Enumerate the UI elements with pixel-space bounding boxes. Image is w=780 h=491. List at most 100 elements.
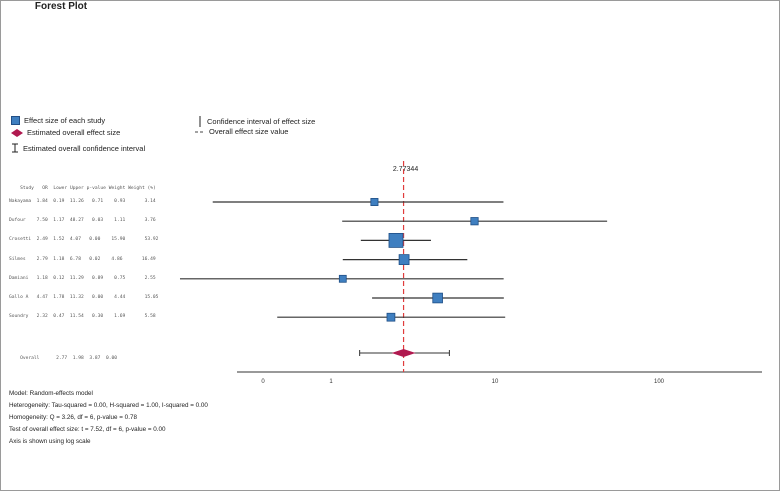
study-name: Silmes xyxy=(9,256,37,262)
x-tick-label: 0 xyxy=(261,379,265,385)
study-or: 2.32 xyxy=(36,314,51,320)
study-upper: 6.78 xyxy=(67,256,84,262)
study-weight-pct: 3.76 xyxy=(128,218,159,224)
study-lower: 1.17 xyxy=(50,218,68,224)
overall-effect-diamond xyxy=(391,349,416,357)
study-row: Damiani 1.18 0.12 11.29 0.89 0.75 2.55 xyxy=(9,276,158,281)
footnote-overall-test: Test of overall effect size: t = 7.52, d… xyxy=(9,426,166,433)
study-weight: 0.75 xyxy=(105,275,129,281)
study-name: Crosetti xyxy=(9,237,37,243)
study-upper: 11.29 xyxy=(67,275,87,281)
overall-row: Overall 2.77 1.98 3.87 0.00 xyxy=(9,351,117,366)
study-lower: 1.78 xyxy=(50,295,68,300)
col-pvalue: p-value xyxy=(86,186,106,191)
study-or: 1.84 xyxy=(36,199,51,204)
study-pvalue: 0.71 xyxy=(86,199,106,204)
table-header: Study OR Lower Upper p-value Weight Weig… xyxy=(9,181,156,196)
footnote-model: Model: Random-effects model xyxy=(9,390,93,397)
dashed-line-icon xyxy=(195,131,205,132)
study-or: 4.47 xyxy=(36,295,51,300)
study-name: Dufour xyxy=(9,218,37,224)
study-effect-square xyxy=(398,254,410,265)
study-row: Dufour 7.50 1.17 48.27 0.03 1.11 3.76 xyxy=(9,218,158,223)
col-weight-pct: Weight (%) xyxy=(128,186,156,191)
overall-or: 2.77 xyxy=(56,356,68,361)
study-upper: 11.26 xyxy=(67,199,87,204)
study-lower: 0.19 xyxy=(50,199,68,204)
study-or: 1.18 xyxy=(36,275,51,281)
study-weight: 0.93 xyxy=(105,199,129,204)
study-effect-square xyxy=(370,198,379,206)
study-upper: 11.32 xyxy=(67,295,87,300)
study-or: 7.50 xyxy=(36,218,51,224)
study-effect-square xyxy=(470,217,479,226)
legend-ci: Confidence interval of effect size xyxy=(197,116,315,127)
study-row: Crosetti 2.49 1.52 4.07 0.00 15.90 53.92 xyxy=(9,237,161,242)
study-lower: 0.47 xyxy=(50,314,68,320)
legend-overall-ci-label: Estimated overall confidence interval xyxy=(23,143,146,153)
legend-study-effect: Effect size of each study xyxy=(11,116,105,125)
overall-upper: 3.87 xyxy=(89,356,101,361)
legend-ci-label: Confidence interval of effect size xyxy=(207,117,316,126)
overall-pvalue: 0.00 xyxy=(105,356,118,361)
study-row: Nakayama 1.84 0.19 11.26 0.71 0.93 3.14 xyxy=(9,199,158,204)
study-or: 2.49 xyxy=(36,237,51,243)
footnote-log-scale: Axis is shown using log scale xyxy=(9,438,91,445)
study-pvalue: 0.02 xyxy=(83,256,104,262)
study-effect-square xyxy=(388,232,404,248)
vertical-bar-icon xyxy=(199,116,201,127)
overall-label: Overall xyxy=(20,356,40,361)
study-lower: 1.52 xyxy=(50,237,68,243)
chart-title: Forest Plot xyxy=(34,1,88,12)
study-lower: 0.12 xyxy=(50,275,68,281)
footnote-homogeneity: Homogeneity: Q = 3.26, df = 6, p-value =… xyxy=(9,414,137,421)
study-row: Gallo A 4.47 1.78 11.32 0.00 4.44 15.05 xyxy=(9,295,161,300)
x-tick-label: 10 xyxy=(492,379,499,385)
legend-overall-effect-label: Estimated overall effect size xyxy=(27,128,121,137)
overall-effect-value-label: 2.77344 xyxy=(393,166,418,173)
study-weight: 4.86 xyxy=(103,256,126,262)
study-or: 2.79 xyxy=(36,256,51,262)
study-square-icon xyxy=(11,116,20,125)
study-name: Soundry xyxy=(9,314,37,320)
study-pvalue: 0.00 xyxy=(83,237,104,243)
col-weight: Weight xyxy=(108,186,126,191)
study-lower: 1.18 xyxy=(50,256,68,262)
col-lower: Lower xyxy=(53,186,68,191)
footnote-heterogeneity: Heterogeneity: Tau-squared = 0.00, H-squ… xyxy=(9,402,208,409)
study-weight-pct: 5.58 xyxy=(128,314,159,320)
legend-overall-effect: Estimated overall effect size xyxy=(11,128,120,137)
study-name: Damiani xyxy=(9,275,37,281)
study-weight: 4.44 xyxy=(105,295,129,300)
study-effect-square xyxy=(338,274,347,283)
study-weight: 1.11 xyxy=(105,218,129,224)
col-or: OR xyxy=(42,186,48,191)
study-weight-pct: 3.14 xyxy=(128,199,159,204)
overall-lower: 1.98 xyxy=(72,356,84,361)
study-upper: 11.54 xyxy=(67,314,87,320)
i-beam-icon xyxy=(12,143,18,153)
study-upper: 48.27 xyxy=(67,218,87,224)
study-row: Soundry 2.32 0.47 11.54 0.30 1.69 5.58 xyxy=(9,314,158,319)
study-name: Nakayama xyxy=(9,199,37,204)
diamond-icon xyxy=(11,128,23,137)
study-name: Gallo A xyxy=(9,295,37,300)
study-row: Silmes 2.79 1.18 6.78 0.02 4.86 16.49 xyxy=(9,257,158,262)
study-weight: 1.69 xyxy=(105,314,129,320)
study-pvalue: 0.03 xyxy=(86,218,106,224)
legend-overall-ci: Estimated overall confidence interval xyxy=(11,143,145,153)
x-tick-label: 100 xyxy=(654,379,665,385)
study-pvalue: 0.89 xyxy=(86,275,106,281)
study-weight: 15.90 xyxy=(103,237,129,243)
legend-overall-value: Overall effect size value xyxy=(195,127,288,136)
col-upper: Upper xyxy=(69,186,84,191)
study-upper: 4.07 xyxy=(67,237,84,243)
study-effect-square xyxy=(386,312,396,322)
study-effect-square xyxy=(432,292,443,304)
col-study: Study xyxy=(20,186,34,191)
study-pvalue: 0.00 xyxy=(86,295,106,300)
study-weight-pct: 2.55 xyxy=(128,275,159,281)
study-weight-pct: 16.49 xyxy=(125,256,159,262)
